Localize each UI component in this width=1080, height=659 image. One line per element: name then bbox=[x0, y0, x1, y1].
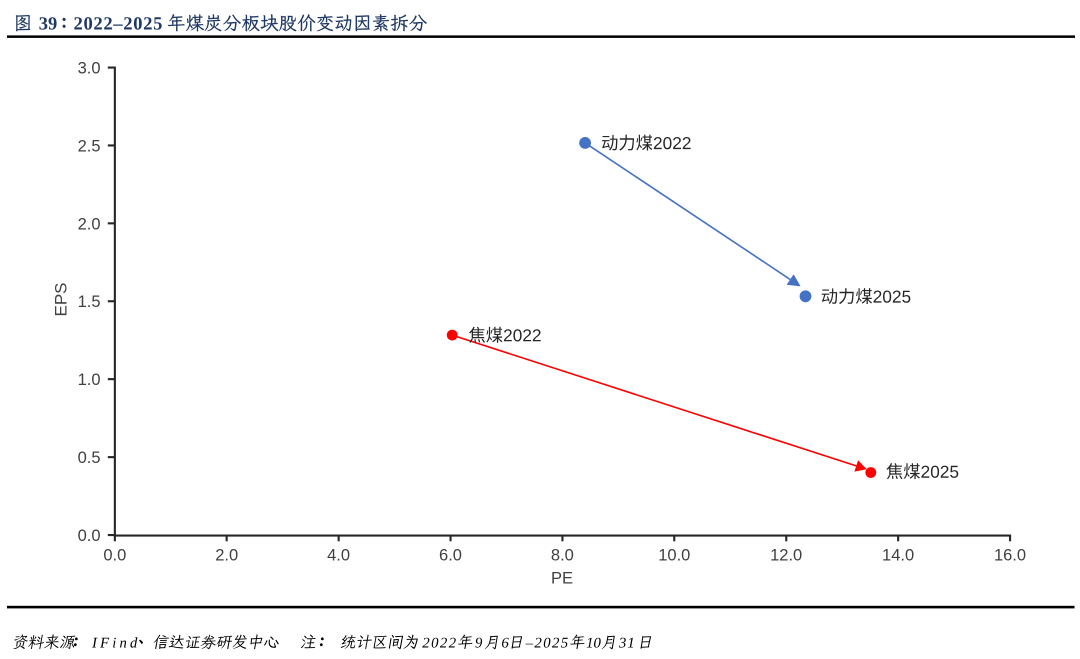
svg-text:12.0: 12.0 bbox=[770, 547, 802, 565]
svg-text:6.0: 6.0 bbox=[439, 547, 462, 565]
svg-text:2.0: 2.0 bbox=[78, 215, 101, 233]
svg-text:0.5: 0.5 bbox=[78, 449, 101, 467]
svg-text:0.0: 0.0 bbox=[78, 527, 101, 545]
svg-text:16.0: 16.0 bbox=[994, 547, 1026, 565]
svg-text:0.0: 0.0 bbox=[103, 547, 126, 565]
svg-text:PE: PE bbox=[551, 570, 573, 588]
svg-text:4.0: 4.0 bbox=[327, 547, 350, 565]
svg-text:8.0: 8.0 bbox=[551, 547, 574, 565]
svg-text:2.5: 2.5 bbox=[78, 137, 101, 155]
svg-text:3.0: 3.0 bbox=[78, 60, 101, 78]
svg-text:1.5: 1.5 bbox=[78, 293, 101, 311]
svg-text:14.0: 14.0 bbox=[882, 547, 914, 565]
svg-text:1.0: 1.0 bbox=[78, 371, 101, 389]
svg-text:EPS: EPS bbox=[52, 282, 71, 316]
svg-text:10.0: 10.0 bbox=[658, 547, 690, 565]
svg-text:2.0: 2.0 bbox=[215, 547, 238, 565]
